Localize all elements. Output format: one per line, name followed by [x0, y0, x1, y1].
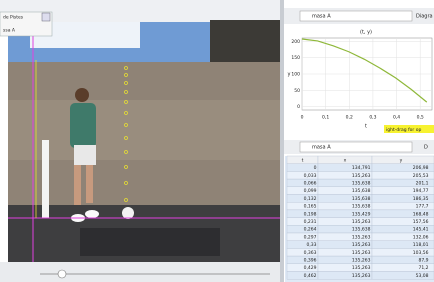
y-axis-label: y	[288, 72, 291, 78]
player-bar	[0, 262, 283, 282]
popup-item[interactable]: ssa A	[3, 28, 16, 34]
y-tick-label: 0	[297, 104, 300, 110]
cell-text: 0,099	[304, 188, 317, 194]
x-tick-label: 0,3	[369, 115, 376, 121]
cell-text: 0,231	[304, 219, 317, 225]
header-cell	[372, 156, 434, 164]
cell-text: 157,56	[413, 219, 429, 225]
cell-text: 135,263	[352, 219, 371, 225]
cell-text: 87,9	[418, 257, 428, 263]
cell-text: 0,462	[304, 273, 317, 279]
cell-text: 186,35	[413, 196, 429, 202]
column-header: y	[400, 158, 403, 163]
cell-text: 0	[314, 165, 317, 171]
cell-text: 206,98	[413, 165, 429, 171]
cell-text: 135,429	[352, 211, 371, 217]
column-header: x	[344, 158, 347, 163]
cell-text: 177,7	[416, 204, 429, 210]
cell-text: 135,263	[352, 173, 371, 179]
cell-text: 135,263	[352, 242, 371, 248]
cell-text: 135,638	[352, 188, 371, 194]
cell-text: 0,33	[306, 242, 316, 248]
table-track-label: masa A	[312, 145, 331, 151]
cell-text: 103,56	[413, 250, 429, 256]
cell-text: 0,429	[304, 265, 317, 271]
cell-text: 135,263	[352, 273, 371, 279]
cell-text: 134,791	[352, 165, 371, 171]
y-tick-label: 50	[294, 88, 300, 94]
cell-text: 135,638	[352, 204, 371, 210]
data-table: t x y 0 134,791 206,98 0,033 135,263 205,53 0,066…	[285, 156, 434, 282]
x-tick-label: 0,2	[346, 115, 353, 121]
plot-title: (t, y)	[360, 30, 372, 36]
plot-button[interactable]: Diagra	[416, 14, 433, 20]
cell-text: 194,77	[413, 188, 429, 194]
x-tick-label: 0,4	[393, 115, 400, 121]
cell-text: 118,01	[413, 242, 429, 248]
video-frame	[8, 20, 280, 262]
cell-text: 145,41	[413, 227, 429, 233]
cell-text: 168,48	[413, 211, 429, 217]
x-tick-label: 0	[301, 115, 304, 121]
y-tick-label: 150	[291, 55, 300, 61]
cell-text: 0,396	[304, 257, 317, 263]
cell-text: 201,1	[416, 180, 429, 186]
cell-text: 205,53	[413, 173, 429, 179]
cell-text: 135,263	[352, 257, 371, 263]
cell-text: 0,264	[304, 227, 317, 233]
cell-text: 0,132	[304, 196, 317, 202]
plot-note: ight-drag for op	[386, 127, 421, 133]
cell-text: 135,638	[352, 227, 371, 233]
cell-text: 0,066	[304, 180, 317, 186]
track-select-label: masa A	[312, 14, 331, 20]
x-axis-label: t	[365, 124, 367, 130]
cell-text: 135,638	[352, 180, 371, 186]
slider-knob[interactable]	[58, 270, 66, 278]
cell-text: 0,165	[304, 204, 317, 210]
x-tick-label: 0,1	[322, 115, 329, 121]
column-header: t	[302, 157, 304, 163]
cell-text: 0,198	[304, 211, 317, 217]
table-button[interactable]: D	[424, 145, 428, 151]
cell-text: 132,06	[413, 234, 429, 240]
cell-text: 71,2	[418, 265, 428, 271]
y-tick-label: 100	[291, 72, 300, 78]
plot: (t, y) y t ight-drag for op 0 50 100 150 200…	[285, 25, 434, 137]
cell-text: 0,363	[304, 250, 317, 256]
x-tick-label: 0,5	[417, 115, 424, 121]
cell-text: 0,033	[304, 173, 317, 179]
tracker-window: de Pistes ssa A masa A Diagra (t, y) y t…	[0, 0, 434, 282]
y-tick-label: 200	[291, 39, 300, 45]
cell-text: 135,263	[352, 265, 371, 271]
cell-text: 135,638	[352, 196, 371, 202]
popup-icon[interactable]	[42, 13, 50, 21]
cell-text: 53,08	[416, 273, 429, 279]
cell-text: 0,297	[304, 234, 317, 240]
popup-title: de Pistes	[3, 15, 24, 21]
splitter	[280, 0, 284, 282]
cell-text: 135,263	[352, 234, 371, 240]
cell-text: 135,263	[352, 250, 371, 256]
